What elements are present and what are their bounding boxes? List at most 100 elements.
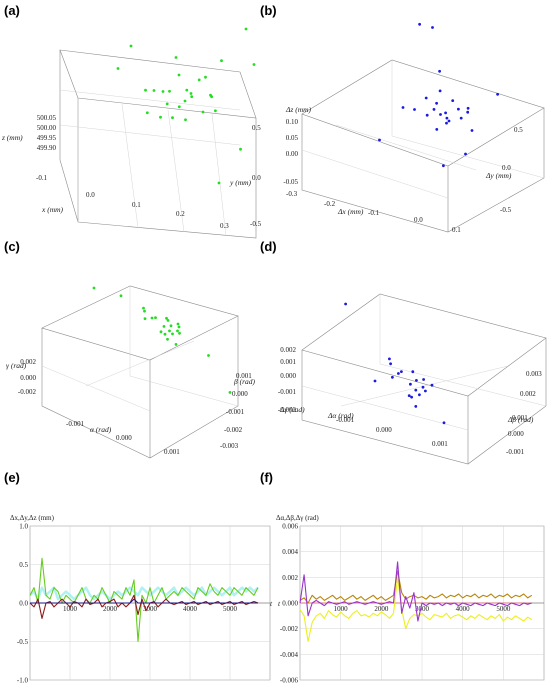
scatter-point — [145, 111, 149, 115]
scatter-point — [424, 96, 428, 100]
scatter-point — [214, 109, 217, 113]
scatter-point — [178, 331, 181, 335]
x-tick-label: -0.001 — [336, 416, 355, 424]
scatter-point — [400, 370, 403, 373]
y-tick-label: 0.006 — [282, 523, 298, 531]
x-tick-label: -0.3 — [286, 190, 298, 198]
series-line-gold — [299, 570, 533, 604]
scatter-point — [413, 108, 416, 111]
y-tick-label: 0.5 — [252, 124, 261, 132]
scatter-point — [116, 67, 120, 70]
scatter-point — [159, 330, 163, 334]
axis-label-x-a: x (mm) — [41, 205, 64, 214]
series-lines-f — [299, 561, 533, 643]
z-tick-label: 499.95 — [37, 134, 57, 142]
x-tick-label: 0.001 — [432, 440, 448, 448]
scatter-point — [176, 322, 180, 326]
scatter-point — [169, 324, 173, 328]
axis-label-z-c: γ (rad) — [6, 361, 27, 370]
line-chart-e: (e) Δx,Δy,Δz (mm) 1000 2000 3000 4000 5000 -1… — [4, 470, 273, 684]
scatter-point — [143, 309, 146, 313]
y-tick-label: -0.001 — [506, 448, 525, 456]
y-tick-label: 0.000 — [282, 600, 298, 608]
scatter-point — [177, 325, 181, 329]
box-sides-d — [301, 338, 547, 465]
panel-e: (e) Δx,Δy,Δz (mm) 1000 2000 3000 4000 5000 -1… — [0, 466, 276, 684]
y-axis-label-f: Δα,Δβ,Δγ (rad) — [276, 514, 319, 522]
z-tick-label: -0.002 — [18, 388, 37, 396]
series-lines-e — [29, 557, 259, 643]
scatter-point — [183, 99, 187, 103]
scatter-point — [418, 22, 421, 26]
scatter-point — [470, 129, 474, 132]
scatter-point — [142, 306, 145, 310]
scatter-point — [177, 105, 181, 109]
scatter-point — [409, 382, 412, 386]
y-tick-label: -0.002 — [280, 625, 299, 633]
scatter-point — [189, 92, 193, 95]
scatter-points-a — [116, 27, 256, 185]
panel-label-e: (e) — [4, 470, 20, 485]
box-top-a — [59, 49, 257, 119]
z-tick-label: 500.00 — [37, 124, 57, 132]
panel-d: (d) -0.002 -0.001 0.000 0.001 0.002 -0.001 0.0… — [260, 236, 550, 466]
scatter-point — [466, 106, 470, 110]
y-tick-label: 0.001 — [236, 372, 252, 380]
scatter-point — [217, 181, 221, 185]
x-tick-label: 0.1 — [132, 201, 141, 209]
scatter-point — [168, 329, 171, 333]
scatter-point — [435, 101, 438, 105]
scatter-point — [397, 372, 400, 375]
z-tick-label: 499.90 — [37, 144, 57, 152]
scatter-point — [424, 389, 427, 393]
y-tick-label: 0.0 — [19, 600, 28, 608]
z-tick-label: -0.05 — [283, 178, 298, 186]
scatter-point — [401, 106, 405, 109]
scatter-point — [388, 357, 391, 361]
scatter3d-c: (c) -0.002 0.000 0.002 -0.001 0.000 0.001 -0.0… — [4, 239, 256, 459]
z-tick-label: 0.001 — [280, 358, 296, 366]
z-tick-label: 0.000 — [280, 372, 296, 380]
panel-a: (a) 499.90 499.95 500.00 500.05 -0.1 0.0 0.1 0.… — [0, 0, 270, 240]
scatter-point — [415, 379, 418, 382]
scatter-point — [432, 108, 436, 111]
z-tick-label: -0.002 — [278, 406, 297, 414]
line-chart-f: (f) Δα,Δβ,Δγ (rad) 1000 2000 3000 4000 5000 -… — [260, 470, 545, 684]
panel-label-f: (f) — [260, 470, 273, 485]
x-tick-label: 0.2 — [176, 210, 185, 218]
scatter-point — [438, 69, 441, 73]
scatter-point — [457, 107, 460, 111]
axis-label-z-d: Δγ (rad) — [279, 405, 305, 414]
x-axis-label-e: t — [270, 599, 273, 608]
x-tick-label: 4000 — [456, 605, 471, 613]
axis-label-z-a: z (mm) — [1, 133, 23, 142]
scatter-point — [185, 88, 189, 92]
y-tick-label: 0.0 — [252, 174, 261, 182]
z-tick-label: 0.002 — [280, 346, 296, 354]
scatter-point — [422, 378, 425, 381]
y-tick-label: -0.5 — [17, 638, 29, 646]
scatter-point — [209, 93, 212, 97]
panel-label-a: (a) — [4, 3, 20, 18]
x-tick-label: 1000 — [334, 605, 349, 613]
box-sides-a — [59, 50, 257, 239]
scatter-point — [150, 316, 154, 320]
axis-label-y-c: β (rad) — [233, 377, 256, 386]
scatter-points-b — [378, 22, 499, 168]
x-tick-label: 3000 — [143, 605, 158, 613]
x-tick-label: 0.000 — [116, 434, 132, 442]
z-tick-label: 0.00 — [286, 150, 299, 158]
axis-label-x-b: Δx (mm) — [337, 207, 364, 216]
x-tick-label: -0.001 — [66, 420, 85, 428]
scatter-point — [435, 127, 439, 131]
y-tick-label: -0.006 — [280, 677, 299, 684]
scatter-point — [438, 89, 442, 93]
panel-b: (b) -0.05 0.00 0.05 0.10 -0.3 -0.2 -0.1 0.0 0.1 -… — [260, 0, 550, 240]
scatter-point — [166, 319, 170, 322]
scatter-point — [171, 332, 174, 336]
y-tick-label: 0.000 — [232, 390, 248, 398]
y-axis-label-e: Δx,Δy,Δz (mm) — [10, 514, 55, 522]
y-tick-label: 0.001 — [512, 414, 528, 422]
axis-label-y-d: Δβ (rad) — [507, 415, 534, 424]
scatter-point — [165, 316, 168, 320]
